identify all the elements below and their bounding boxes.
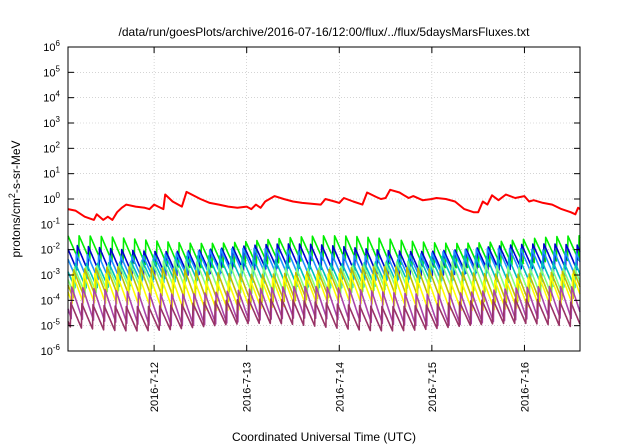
x-axis-label: Coordinated Universal Time (UTC) [232, 430, 416, 444]
x-tick-label: 2016-7-12 [149, 362, 161, 412]
y-tick-label: 103 [43, 115, 60, 130]
series-line [67, 285, 581, 327]
y-axis: 10-6 10-5 10-4 10-3 10-2 10-1 100 101 102 103 104 1… [41, 39, 580, 358]
y-tick-label: 10-3 [41, 267, 61, 282]
y-tick-label: 100 [43, 191, 60, 206]
x-tick-label: 2016-7-14 [334, 362, 346, 412]
x-tick-label: 2016-7-16 [519, 362, 531, 412]
y-tick-label: 10-5 [41, 318, 61, 333]
y-axis-label: protons/cm2-s-sr-MeV [7, 140, 23, 257]
series-line [67, 255, 581, 289]
y-tick-label: 102 [43, 140, 60, 155]
chart-title: /data/run/goesPlots/archive/2016-07-16/1… [119, 25, 531, 39]
y-tick-label: 10-6 [41, 343, 61, 358]
x-tick-label: 2016-7-15 [427, 362, 439, 412]
series-group [67, 188, 581, 332]
series-line [67, 188, 581, 221]
y-tick-label: 10-4 [41, 292, 61, 307]
x-tick-label: 2016-7-13 [242, 362, 254, 412]
y-axis-label-prefix: protons/cm [9, 198, 23, 257]
y-tick-label: 104 [43, 90, 60, 105]
y-tick-label: 10-1 [41, 216, 61, 231]
y-tick-label: 101 [43, 166, 60, 181]
y-tick-label: 10-2 [41, 242, 61, 257]
y-tick-label: 105 [43, 64, 60, 79]
y-tick-label: 106 [43, 39, 60, 54]
y-axis-label-sup: 2 [7, 193, 17, 198]
x-axis: 2016-7-12 2016-7-13 2016-7-14 2016-7-15 2016… [149, 47, 531, 412]
series-line [67, 298, 581, 332]
y-axis-label-suffix: -s-sr-MeV [9, 140, 23, 193]
